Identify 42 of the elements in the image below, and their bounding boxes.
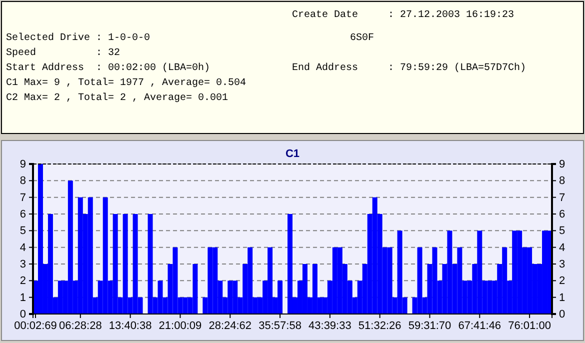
y-tick-label: 8: [20, 175, 26, 188]
y-tick-label: 4: [20, 242, 26, 254]
y-tick-label: 9: [20, 158, 26, 171]
x-tick-label: 00:02:69: [14, 320, 57, 332]
text: Start Address : 00:02:00 (LBA=0h): [6, 62, 210, 74]
text: Speed : 32: [6, 47, 120, 59]
x-tick-label: 35:57:58: [258, 320, 302, 332]
text: C2 Max= 2 , Total= 2 , Average= 0.001: [6, 92, 228, 104]
y-tick-label: 6: [20, 208, 26, 221]
text: : 27.12.2003 16:19:23: [388, 10, 514, 21]
y-tick-label: 0: [20, 308, 26, 321]
x-tick-label: 76:01:00: [508, 320, 551, 332]
y-tick-label: 5: [20, 225, 26, 238]
x-tick-label: 13:40:38: [108, 320, 152, 332]
y2-tick-label: 5: [559, 225, 566, 238]
y2-tick-label: 8: [559, 175, 566, 188]
x-tick-label: 21:00:09: [158, 320, 202, 332]
chart-title: C1: [285, 148, 300, 160]
y2-tick-label: 4: [559, 242, 566, 254]
y2-tick-label: 9: [559, 158, 566, 171]
y2-tick-label: 2: [559, 275, 566, 288]
text: Create Date: [292, 10, 358, 21]
x-tick-label: 43:39:33: [308, 320, 352, 332]
x-tick-label: 28:24:62: [208, 320, 252, 332]
text: End Address: [292, 62, 358, 74]
x-tick-label: 59:31:70: [408, 320, 452, 332]
y-tick-label: 1: [20, 292, 26, 304]
x-tick-label: 67:41:46: [458, 320, 502, 332]
y2-tick-label: 0: [559, 308, 566, 321]
y2-tick-label: 6: [559, 208, 566, 221]
x-tick-label: 51:32:26: [358, 320, 402, 332]
text: C1 Max= 9 , Total= 1977 , Average= 0.504: [6, 77, 246, 89]
text: 6S0F: [350, 33, 374, 44]
y2-tick-label: 3: [559, 258, 566, 271]
y2-tick-label: 7: [559, 192, 566, 204]
text: : 79:59:29 (LBA=57D7Ch): [388, 63, 526, 74]
y2-tick-label: 1: [559, 292, 566, 304]
y-tick-label: 3: [20, 258, 26, 271]
y-tick-label: 2: [20, 275, 26, 288]
y-tick-label: 7: [20, 192, 26, 204]
text: Selected Drive : 1-0-0-0: [6, 32, 150, 44]
x-tick-label: 06:28:28: [58, 320, 102, 332]
